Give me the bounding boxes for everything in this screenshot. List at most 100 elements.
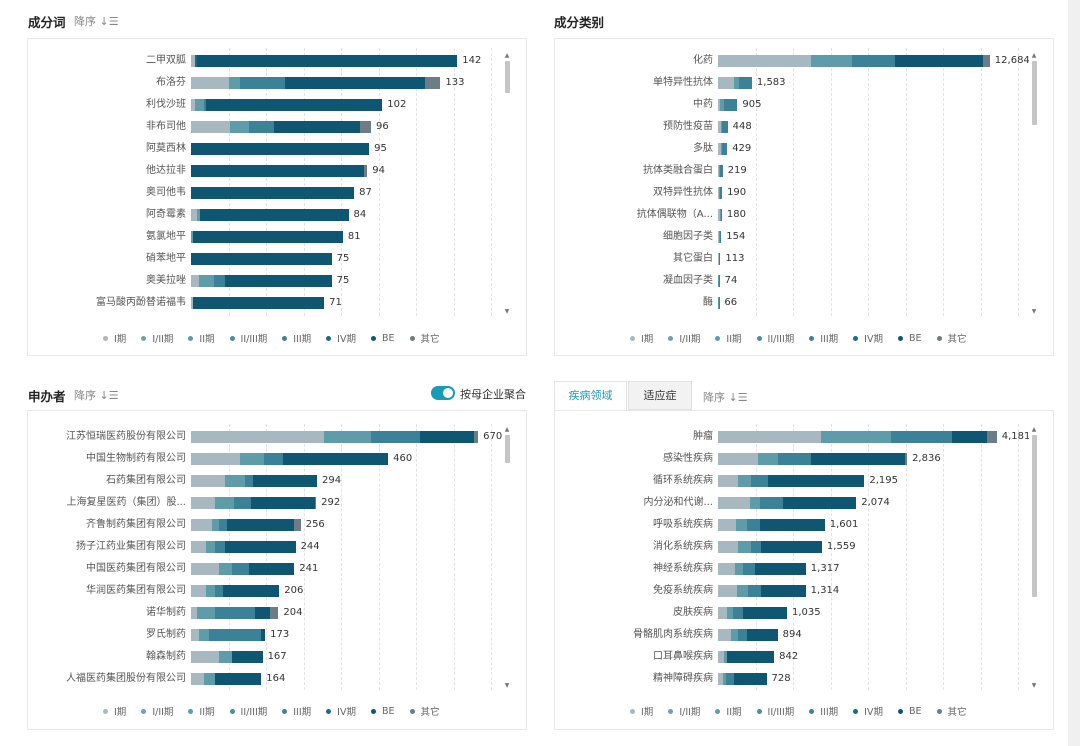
bar-row[interactable]: 神经系统疾病 1,317 xyxy=(555,558,1029,580)
stacked-bar[interactable] xyxy=(718,629,778,641)
bar-row[interactable]: 奥司他韦 87 xyxy=(28,182,502,204)
stacked-bar[interactable] xyxy=(718,497,857,509)
legend-item[interactable]: I期 xyxy=(103,704,126,718)
bar-segment[interactable] xyxy=(228,77,240,89)
bar-segment[interactable] xyxy=(743,607,787,619)
scroll-down-icon[interactable]: ▼ xyxy=(1031,308,1037,315)
bar-segment[interactable] xyxy=(720,209,722,221)
bar-segment[interactable] xyxy=(191,431,324,443)
bar-row[interactable]: 感染性疾病 2,836 xyxy=(555,448,1029,470)
bar-segment[interactable] xyxy=(731,629,738,641)
bar-row[interactable]: 抗体偶联物（A... 180 xyxy=(555,204,1029,226)
bar-segment[interactable] xyxy=(751,475,768,487)
bar-row[interactable]: 硝苯地平 75 xyxy=(28,248,502,270)
bar-row[interactable]: 他达拉非 94 xyxy=(28,160,502,182)
bar-segment[interactable] xyxy=(720,187,723,199)
bar-segment[interactable] xyxy=(191,99,195,111)
bar-segment[interactable] xyxy=(214,541,226,553)
bar-segment[interactable] xyxy=(250,497,316,509)
bar-segment[interactable] xyxy=(191,275,199,287)
bar-segment[interactable] xyxy=(738,541,752,553)
bar-segment[interactable] xyxy=(197,607,215,619)
bar-row[interactable]: 人福医药集团股份有限公司 164 xyxy=(28,668,502,690)
bar-row[interactable]: 免疫系统疾病 1,314 xyxy=(555,580,1029,602)
stacked-bar[interactable] xyxy=(718,541,822,553)
bar-segment[interactable] xyxy=(249,121,274,133)
legend-item[interactable]: IV期 xyxy=(326,704,356,718)
legend-item[interactable]: I期 xyxy=(630,331,653,345)
stacked-bar[interactable] xyxy=(718,275,720,287)
bar-segment[interactable] xyxy=(718,253,720,265)
bar-segment[interactable] xyxy=(718,297,720,309)
bar-segment[interactable] xyxy=(723,673,726,685)
bar-row[interactable]: 华润医药集团有限公司 206 xyxy=(28,580,502,602)
bar-segment[interactable] xyxy=(196,55,458,67)
legend-item[interactable]: II/III期 xyxy=(229,331,267,345)
stacked-bar[interactable] xyxy=(191,77,441,89)
legend-item[interactable]: IV期 xyxy=(853,704,883,718)
stacked-bar[interactable] xyxy=(718,475,865,487)
bar-segment[interactable] xyxy=(218,651,232,663)
bar-segment[interactable] xyxy=(718,651,724,663)
scroll-thumb[interactable] xyxy=(505,61,510,93)
bar-segment[interactable] xyxy=(192,231,343,243)
bar-segment[interactable] xyxy=(194,55,197,67)
legend-item[interactable]: I期 xyxy=(630,704,653,718)
bar-segment[interactable] xyxy=(719,99,724,111)
bar-segment[interactable] xyxy=(718,209,720,221)
stacked-bar[interactable] xyxy=(718,563,806,575)
bar-segment[interactable] xyxy=(191,497,215,509)
bar-segment[interactable] xyxy=(720,143,722,155)
legend-item[interactable]: BE xyxy=(897,331,922,345)
bar-segment[interactable] xyxy=(982,55,990,67)
bar-segment[interactable] xyxy=(894,55,983,67)
bar-segment[interactable] xyxy=(213,275,225,287)
bar-segment[interactable] xyxy=(191,629,199,641)
stacked-bar[interactable] xyxy=(191,253,332,265)
bar-row[interactable]: 口耳鼻喉疾病 842 xyxy=(555,646,1029,668)
bar-row[interactable]: 中药 905 xyxy=(555,94,1029,116)
bar-segment[interactable] xyxy=(239,77,285,89)
bar-segment[interactable] xyxy=(273,121,360,133)
legend-item[interactable]: 其它 xyxy=(936,331,967,345)
bar-segment[interactable] xyxy=(203,673,215,685)
bar-segment[interactable] xyxy=(363,165,368,177)
bar-row[interactable]: 皮肤疾病 1,035 xyxy=(555,602,1029,624)
bar-segment[interactable] xyxy=(719,187,721,199)
bar-segment[interactable] xyxy=(194,99,205,111)
bar-row[interactable]: 肿瘤 4,181 xyxy=(555,426,1029,448)
bar-segment[interactable] xyxy=(718,275,720,287)
legend-item[interactable]: I期 xyxy=(103,331,126,345)
bar-segment[interactable] xyxy=(719,231,722,243)
bar-row[interactable]: 非布司他 96 xyxy=(28,116,502,138)
stacked-bar[interactable] xyxy=(191,143,370,155)
bar-segment[interactable] xyxy=(191,55,195,67)
bar-segment[interactable] xyxy=(225,541,296,553)
stacked-bar[interactable] xyxy=(191,541,296,553)
bar-segment[interactable] xyxy=(718,431,821,443)
bar-segment[interactable] xyxy=(214,497,234,509)
bar-segment[interactable] xyxy=(718,629,732,641)
bar-segment[interactable] xyxy=(718,55,812,67)
bar-segment[interactable] xyxy=(743,563,755,575)
bar-segment[interactable] xyxy=(754,563,806,575)
stacked-bar[interactable] xyxy=(718,519,825,531)
bar-segment[interactable] xyxy=(904,453,908,465)
bar-row[interactable]: 扬子江药业集团有限公司 244 xyxy=(28,536,502,558)
bar-segment[interactable] xyxy=(263,453,284,465)
bar-segment[interactable] xyxy=(951,431,988,443)
bar-row[interactable]: 多肽 429 xyxy=(555,138,1029,160)
sponsor-sort-button[interactable]: 降序 ↓☰ xyxy=(74,387,119,403)
stacked-bar[interactable] xyxy=(191,585,280,597)
legend-item[interactable]: II期 xyxy=(715,331,742,345)
bar-segment[interactable] xyxy=(724,651,727,663)
bar-segment[interactable] xyxy=(191,607,198,619)
legend-item[interactable]: III期 xyxy=(809,331,838,345)
bar-segment[interactable] xyxy=(721,121,728,133)
bar-row[interactable]: 布洛芬 133 xyxy=(28,72,502,94)
legend-item[interactable]: IV期 xyxy=(853,331,883,345)
bar-segment[interactable] xyxy=(191,585,206,597)
disease-scrollbar[interactable]: ▲ ▼ xyxy=(1030,426,1038,690)
legend-item[interactable]: II期 xyxy=(188,704,215,718)
bar-row[interactable]: 齐鲁制药集团有限公司 256 xyxy=(28,514,502,536)
